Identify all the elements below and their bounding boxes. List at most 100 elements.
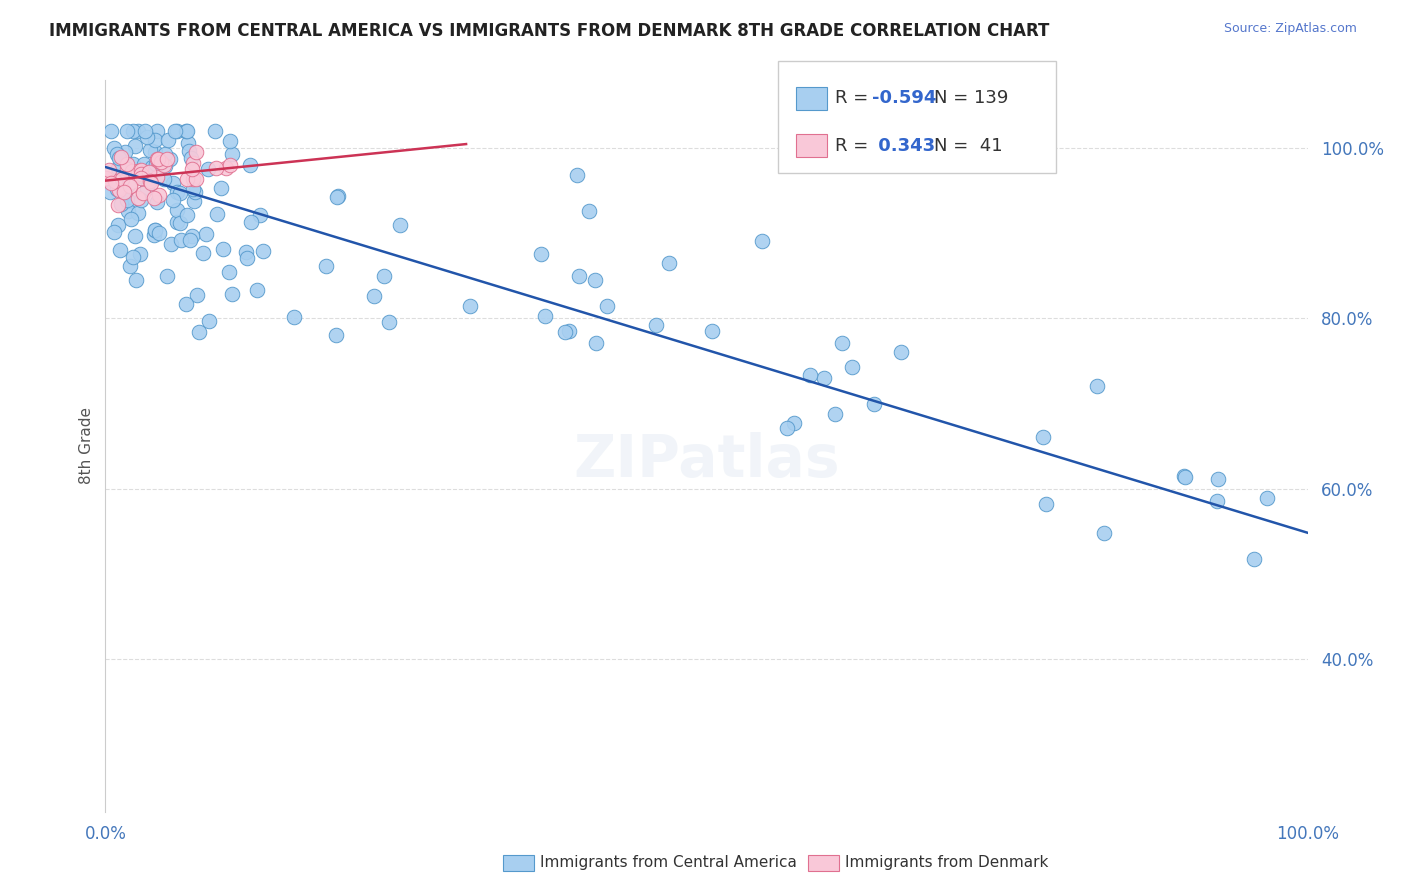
- Point: [583, 273, 606, 287]
- Point: [105, 181, 128, 195]
- Point: [162, 193, 184, 207]
- Point: [139, 176, 162, 190]
- Point: [219, 158, 242, 172]
- Point: [181, 228, 204, 243]
- Point: [378, 315, 401, 329]
- Point: [363, 289, 385, 303]
- Point: [388, 218, 411, 232]
- Point: [239, 158, 262, 172]
- Point: [245, 283, 267, 297]
- Point: [831, 336, 853, 351]
- Point: [131, 170, 153, 185]
- Point: [799, 368, 821, 383]
- Point: [165, 124, 187, 138]
- Point: [156, 268, 179, 283]
- Point: [585, 335, 607, 350]
- Point: [1173, 469, 1195, 483]
- Point: [176, 124, 198, 138]
- Point: [139, 143, 162, 157]
- Point: [205, 161, 228, 175]
- Point: [554, 325, 576, 339]
- Text: R =: R =: [835, 89, 875, 107]
- Text: 0.343: 0.343: [872, 136, 935, 154]
- Point: [117, 203, 139, 218]
- Point: [325, 328, 347, 343]
- Point: [184, 185, 207, 199]
- Point: [132, 186, 155, 201]
- Point: [118, 260, 141, 274]
- Point: [195, 227, 218, 241]
- Point: [174, 297, 197, 311]
- Point: [658, 256, 681, 270]
- Point: [174, 124, 197, 138]
- Point: [181, 161, 204, 176]
- Text: Immigrants from Denmark: Immigrants from Denmark: [845, 855, 1049, 870]
- Point: [120, 179, 142, 194]
- Point: [166, 185, 188, 199]
- Point: [146, 154, 169, 169]
- Text: N = 139: N = 139: [934, 89, 1008, 107]
- Point: [1032, 430, 1054, 444]
- Point: [1035, 497, 1057, 511]
- Point: [1206, 472, 1229, 486]
- Point: [103, 225, 125, 239]
- Point: [127, 164, 149, 178]
- Point: [145, 157, 167, 171]
- Point: [184, 145, 207, 160]
- Point: [118, 194, 141, 208]
- Point: [138, 165, 160, 179]
- Point: [214, 161, 236, 175]
- Point: [136, 130, 159, 145]
- Point: [159, 152, 181, 166]
- Text: N =  41: N = 41: [934, 136, 1002, 154]
- Point: [166, 203, 188, 218]
- Point: [117, 178, 139, 193]
- Point: [153, 160, 176, 174]
- Point: [170, 233, 193, 247]
- Point: [108, 243, 131, 257]
- Point: [121, 164, 143, 178]
- Point: [183, 194, 205, 208]
- Point: [1243, 552, 1265, 566]
- Point: [249, 208, 271, 222]
- Point: [98, 185, 121, 199]
- Point: [115, 161, 138, 176]
- Point: [221, 147, 243, 161]
- Point: [129, 247, 152, 261]
- Point: [179, 233, 201, 247]
- Point: [124, 228, 146, 243]
- Point: [143, 223, 166, 237]
- Point: [115, 157, 138, 171]
- Point: [110, 196, 132, 211]
- Point: [142, 227, 165, 242]
- Point: [197, 162, 219, 177]
- Point: [283, 310, 305, 324]
- Point: [108, 183, 131, 197]
- Point: [204, 124, 226, 138]
- Point: [534, 309, 557, 323]
- Point: [129, 168, 152, 182]
- Point: [127, 206, 149, 220]
- Point: [176, 172, 198, 186]
- Point: [96, 170, 118, 185]
- Point: [166, 214, 188, 228]
- Point: [193, 245, 215, 260]
- Point: [110, 150, 132, 164]
- Point: [111, 171, 134, 186]
- Point: [143, 222, 166, 236]
- Point: [129, 167, 152, 181]
- Point: [326, 190, 349, 204]
- Point: [212, 242, 235, 256]
- Point: [181, 172, 204, 186]
- Text: R =: R =: [835, 136, 875, 154]
- Point: [143, 191, 166, 205]
- Point: [1085, 379, 1108, 393]
- Point: [145, 169, 167, 184]
- Point: [122, 250, 145, 264]
- Point: [239, 215, 262, 229]
- Point: [645, 318, 668, 332]
- Point: [160, 237, 183, 252]
- Point: [180, 151, 202, 165]
- Point: [236, 251, 259, 265]
- Point: [841, 360, 863, 375]
